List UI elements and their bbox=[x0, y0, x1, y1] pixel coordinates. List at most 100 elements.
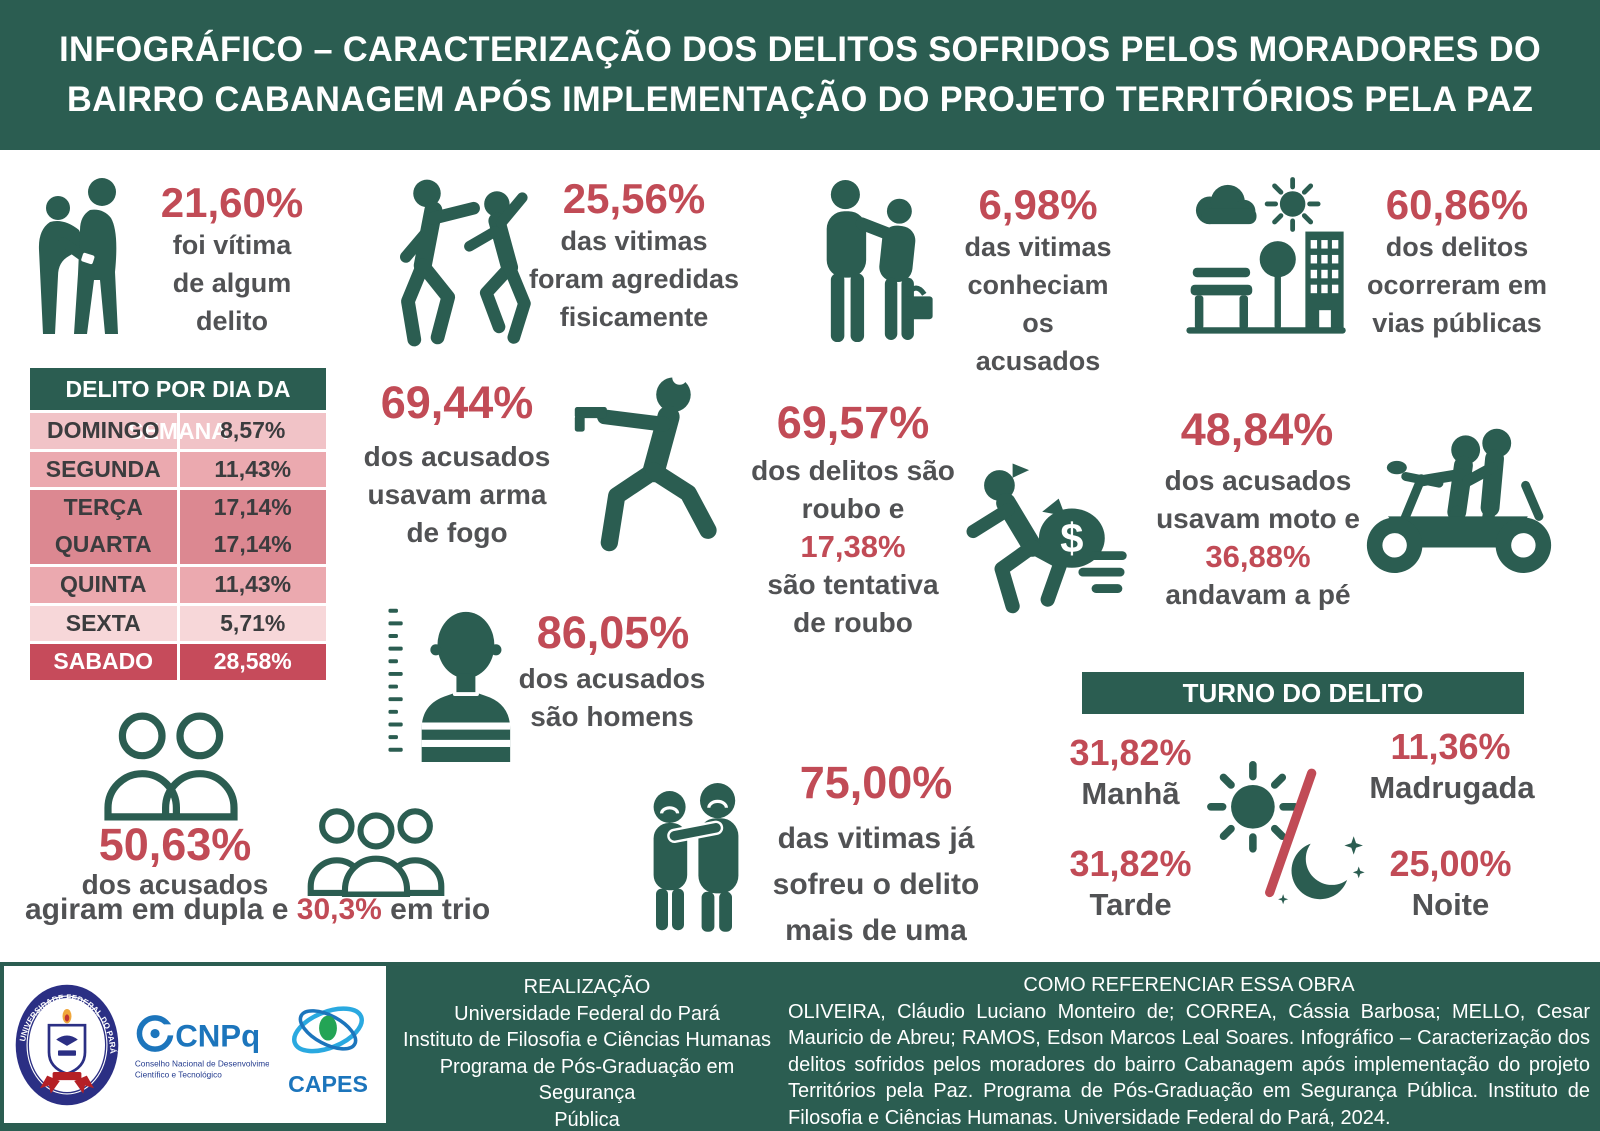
shift-afternoon-value: 31,82% bbox=[1069, 843, 1192, 884]
stat-label: andavam a pé bbox=[1165, 579, 1351, 610]
stat-label: foi vítima bbox=[172, 230, 292, 260]
stat-physically-assaulted: 25,56% das vitimas foram agredidas fisic… bbox=[528, 176, 740, 336]
trio-icon bbox=[292, 795, 460, 897]
stat-label: dos acusados bbox=[518, 663, 706, 694]
cnpq-wordmark: CNPq bbox=[175, 1018, 260, 1053]
stat-accomplices-label: dos acusados bbox=[65, 866, 285, 904]
public-street-icon bbox=[1180, 176, 1350, 336]
stat-label: roubo e bbox=[801, 493, 905, 524]
day-cell: TERÇA bbox=[63, 494, 143, 521]
stat-label: das vitimas bbox=[964, 232, 1112, 262]
table-row: QUARTA 17,14% bbox=[30, 525, 327, 564]
table-row: SEXTA 5,71% bbox=[30, 602, 327, 641]
stat-value-secondary: 17,38% bbox=[800, 529, 906, 564]
title-line-2: BAIRRO CABANAGEM APÓS IMPLEMENTAÇÃO DO P… bbox=[66, 80, 1534, 119]
value-cell: 11,43% bbox=[176, 451, 327, 487]
realization-line: Programa de Pós-Graduação em Segurança bbox=[439, 1055, 735, 1105]
capes-logo: CAPES bbox=[279, 987, 377, 1103]
stat-firearm-label: dos acusados usavam arma de fogo bbox=[346, 438, 568, 552]
stat-transport: 48,84% bbox=[1164, 405, 1350, 455]
stat-robbery: 69,57% bbox=[760, 398, 946, 448]
citation-block: COMO REFERENCIAR ESSA OBRA OLIVEIRA, Clá… bbox=[788, 972, 1590, 1131]
value-cell: 5,71% bbox=[176, 605, 327, 641]
stat-value: 50,63% bbox=[98, 819, 252, 870]
stat-value: 86,05% bbox=[536, 607, 690, 658]
table-row: QUINTA 11,43% bbox=[30, 564, 326, 603]
shift-dawn-label: Madrugada bbox=[1369, 770, 1535, 805]
accomplices-line-suffix: em trio bbox=[381, 893, 491, 926]
pickpocket-icon bbox=[30, 172, 150, 342]
day-cell: SABADO bbox=[53, 648, 154, 675]
stat-value: 21,60% bbox=[160, 179, 304, 226]
robber-money-bag-icon: $ bbox=[938, 448, 1130, 626]
stat-label: dos acusados bbox=[363, 441, 551, 472]
stat-label: fisicamente bbox=[559, 302, 709, 332]
cnpq-tagline-2: Científico e Tecnológico bbox=[135, 1070, 222, 1079]
stat-robbery-labels: dos delitos são roubo e 17,38% são tenta… bbox=[745, 452, 961, 642]
logo-box: UNIVERSIDADE FEDERAL DO PARÁ PROGRAMA DE… bbox=[4, 966, 386, 1123]
duo-icon bbox=[90, 703, 252, 821]
day-cell: QUARTA bbox=[54, 531, 152, 558]
shift-afternoon-label: Tarde bbox=[1089, 887, 1172, 922]
day-cell: SEGUNDA bbox=[45, 455, 161, 482]
stat-label: de roubo bbox=[793, 607, 913, 638]
shift-dawn-value: 11,36% bbox=[1390, 726, 1511, 767]
title-line-1: INFOGRÁFICO – CARACTERIZAÇÃO DOS DELITOS… bbox=[59, 30, 1541, 69]
table-row: TERÇA 17,14% bbox=[30, 487, 326, 526]
value-cell: 8,57% bbox=[176, 413, 327, 449]
stat-label: são homens bbox=[530, 701, 694, 732]
stat-gender: 86,05% bbox=[522, 608, 704, 658]
stat-public-streets: 60,86% dos delitos ocorreram em vias púb… bbox=[1352, 182, 1562, 342]
table-row: SEGUNDA 11,43% bbox=[30, 448, 327, 487]
citation-text: OLIVEIRA, Cláudio Luciano Monteiro de; C… bbox=[788, 1000, 1590, 1129]
stat-value: 6,98% bbox=[978, 181, 1098, 228]
shift-night-value: 25,00% bbox=[1389, 843, 1512, 884]
stat-label: sofreu o delito bbox=[772, 868, 980, 901]
stat-repeat-victim-labels: das vitimas já sofreu o delito mais de u… bbox=[758, 816, 994, 1000]
table-row: DOMINGO 8,57% bbox=[30, 410, 326, 449]
realization-line: Instituto de Filosofia e Ciências Humana… bbox=[403, 1029, 771, 1051]
stat-repeat-victim: 75,00% bbox=[782, 758, 970, 808]
stat-transport-labels: dos acusados usavam moto e 36,88% andava… bbox=[1152, 462, 1364, 614]
cnpq-tagline-1: Conselho Nacional de Desenvolvimento bbox=[135, 1059, 269, 1068]
stat-label: dos acusados bbox=[81, 869, 269, 900]
stat-label: foram agredidas bbox=[528, 264, 740, 294]
stat-label: dos acusados bbox=[1164, 465, 1352, 496]
stat-label: dos delitos são bbox=[751, 455, 955, 486]
realization-block: REALIZAÇÃO Universidade Federal do Pará … bbox=[398, 974, 776, 1131]
stat-accomplices: 50,63% bbox=[80, 820, 270, 870]
stat-value: 69,57% bbox=[776, 397, 930, 448]
value-cell: 28,58% bbox=[176, 644, 327, 680]
stat-label: de fogo bbox=[406, 517, 508, 548]
stat-label: vias públicas bbox=[1372, 308, 1542, 338]
value-cell: 17,14% bbox=[176, 490, 327, 526]
value-cell: 11,43% bbox=[176, 567, 327, 603]
table-title: DELITO POR DIA DA SEMANA bbox=[30, 368, 326, 444]
weekday-crime-table: DELITO POR DIA DA SEMANA DOMINGO 8,57% S… bbox=[30, 368, 326, 680]
stat-label: são tentativa bbox=[767, 569, 939, 600]
footer-banner: UNIVERSIDADE FEDERAL DO PARÁ PROGRAMA DE… bbox=[0, 962, 1600, 1131]
accomplices-line-prefix: agiram em dupla e bbox=[25, 893, 297, 926]
stat-label: acusados bbox=[975, 346, 1101, 376]
trio-value: 30,3% bbox=[296, 893, 382, 926]
stat-gender-labels: dos acusados são homens bbox=[512, 660, 712, 736]
header-banner: INFOGRÁFICO – CARACTERIZAÇÃO DOS DELITOS… bbox=[0, 0, 1600, 150]
stat-label: dos delitos bbox=[1385, 232, 1529, 262]
stat-label: ocorreram em bbox=[1366, 270, 1548, 300]
value-cell: 17,14% bbox=[176, 525, 327, 564]
realization-line: Pública bbox=[554, 1108, 620, 1131]
stat-label: conheciam os bbox=[967, 270, 1109, 338]
stat-victim-of-crime: 21,60% foi vítima de algum delito bbox=[146, 180, 318, 340]
capes-wordmark: CAPES bbox=[288, 1071, 368, 1097]
stat-knew-accused: 6,98% das vitimas conheciam os acusados bbox=[948, 182, 1128, 380]
shift-section-title: TURNO DO DELITO bbox=[1082, 672, 1524, 714]
dollar-symbol: $ bbox=[1060, 514, 1083, 561]
mugshot-icon bbox=[383, 604, 518, 762]
day-cell: DOMINGO bbox=[47, 417, 160, 444]
stat-value: 60,86% bbox=[1385, 181, 1529, 228]
shift-morning-value: 31,82% bbox=[1069, 732, 1192, 773]
ufpa-logo: UNIVERSIDADE FEDERAL DO PARÁ PROGRAMA DE… bbox=[13, 979, 121, 1111]
motorcycle-icon bbox=[1348, 418, 1570, 586]
shift-morning-label: Manhã bbox=[1081, 776, 1180, 811]
